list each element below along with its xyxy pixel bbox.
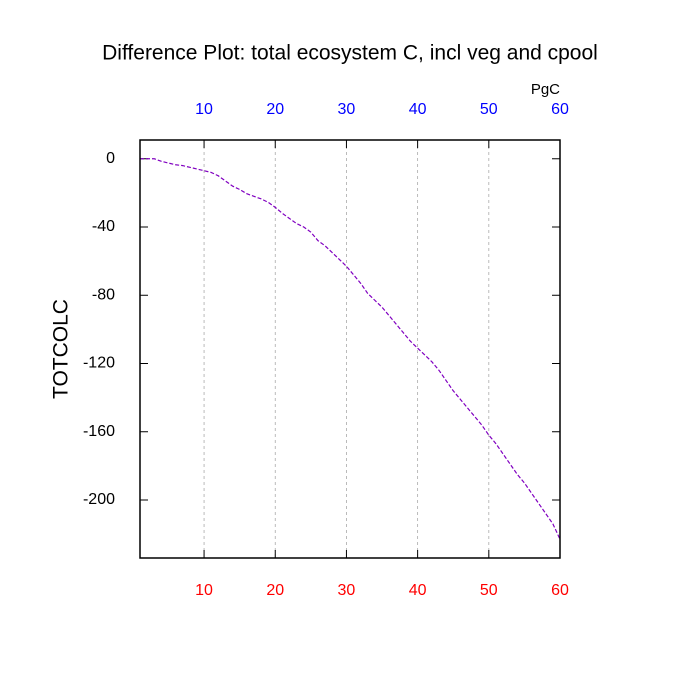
x-tick-label: 40 [409, 582, 427, 599]
x-top-tick-label: 40 [409, 101, 427, 118]
top-axis-label: PgC [531, 81, 560, 98]
x-tick-label: 60 [551, 582, 569, 599]
y-tick-label: -160 [83, 423, 115, 440]
y-tick-label: -40 [92, 218, 115, 235]
chart-title: Difference Plot: total ecosystem C, incl… [102, 42, 598, 65]
x-tick-label: 20 [266, 582, 284, 599]
x-top-tick-label: 20 [266, 101, 284, 118]
y-tick-label: -120 [83, 355, 115, 372]
x-top-tick-label: 10 [195, 101, 213, 118]
x-tick-label: 10 [195, 582, 213, 599]
x-top-tick-label: 60 [551, 101, 569, 118]
x-tick-label: 30 [338, 582, 356, 599]
y-tick-label: -80 [92, 286, 115, 303]
x-top-tick-label: 50 [480, 101, 498, 118]
y-tick-label: 0 [106, 150, 115, 167]
plot-frame [139, 139, 561, 559]
data-line [140, 158, 561, 540]
x-tick-label: 50 [480, 582, 498, 599]
y-axis-label: TOTCOLC [50, 299, 73, 399]
x-top-tick-label: 30 [338, 101, 356, 118]
y-tick-label: -200 [83, 491, 115, 508]
